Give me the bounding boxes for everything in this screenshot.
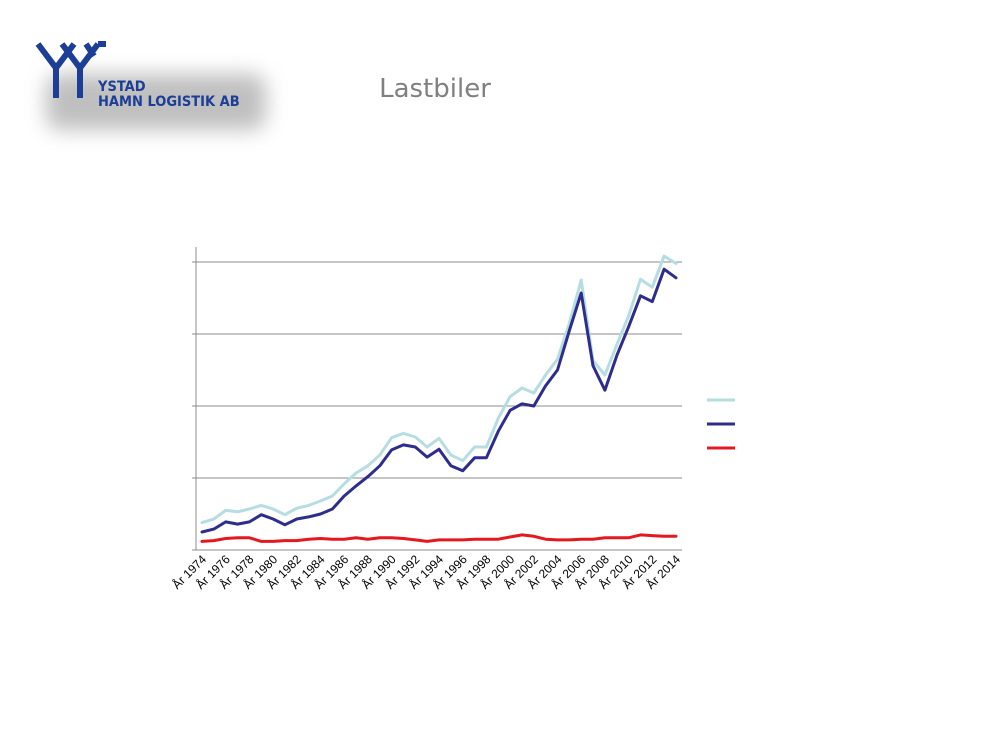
logo-text-ystad: YSTAD <box>98 79 146 95</box>
company-logo: YSTAD HAMN LOGISTIK AB <box>30 38 266 130</box>
series-line-1 <box>200 254 678 525</box>
chart-gridlines <box>196 261 682 479</box>
chart-legend <box>707 398 735 450</box>
logo-text-hamn-logistik: HAMN LOGISTIK AB <box>98 94 240 110</box>
chart-axes <box>192 247 682 551</box>
chart-series <box>200 254 678 543</box>
series-line-2 <box>200 267 678 534</box>
series-line-3 <box>200 533 678 543</box>
logo-mark-icon <box>35 41 106 98</box>
slide-title: Lastbiler <box>379 74 491 104</box>
